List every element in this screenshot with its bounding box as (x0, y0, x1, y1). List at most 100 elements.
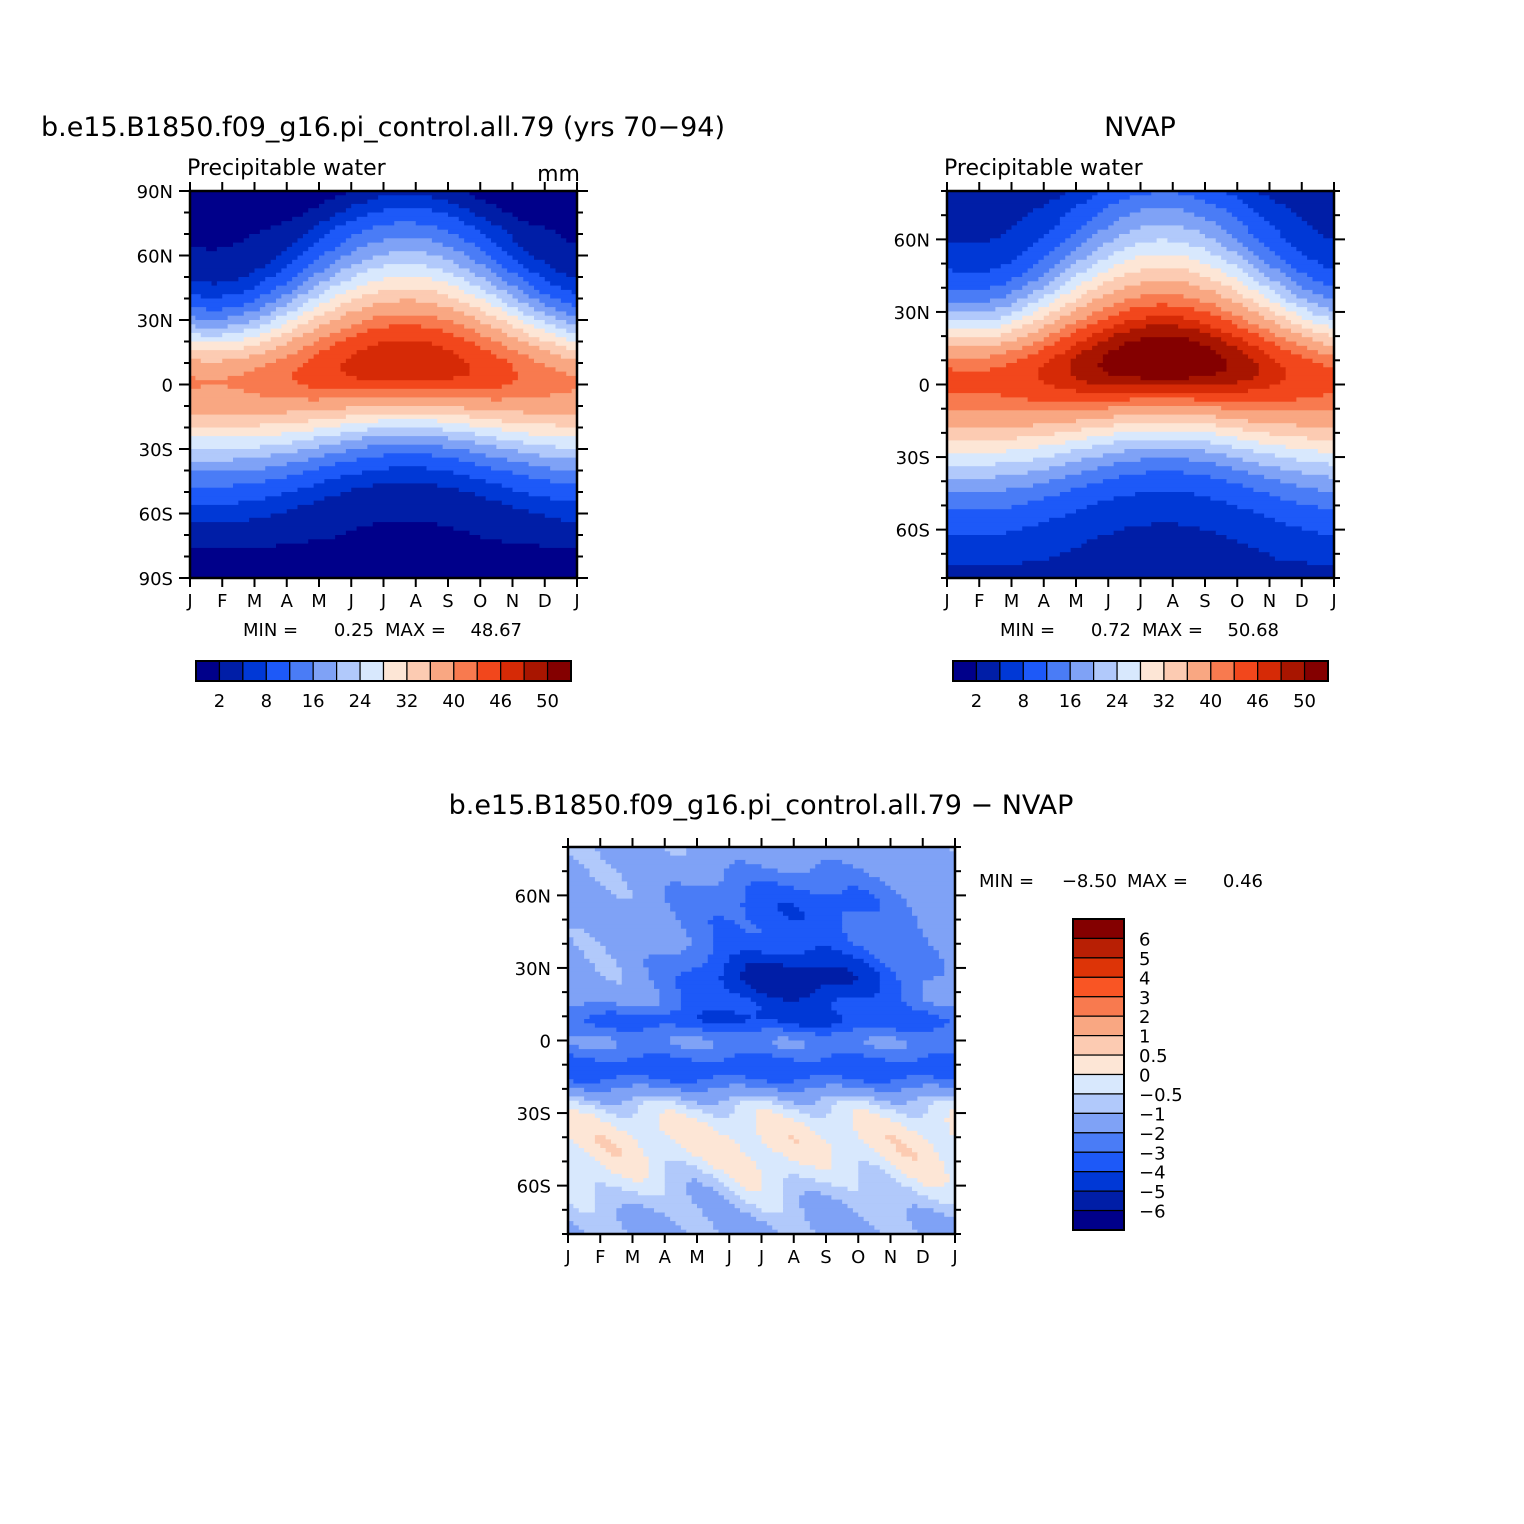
contour-cell (1221, 307, 1249, 312)
contour-cell (1059, 307, 1077, 312)
contour-cell (1296, 281, 1324, 287)
contour-cell (1178, 191, 1228, 196)
contour-cell (555, 444, 578, 450)
contour-cell (686, 1160, 709, 1166)
contour-cell (869, 872, 956, 878)
contour-cell (568, 868, 591, 874)
contour-cell (1027, 354, 1056, 360)
contour-cell (809, 868, 865, 874)
contour-cell (190, 191, 347, 196)
contour-cell (1280, 229, 1319, 235)
contour-cell (1226, 500, 1297, 506)
panel3-min-label: MIN = (979, 871, 1034, 892)
contour-cell (901, 1122, 951, 1128)
contour-cell (539, 298, 562, 304)
contour-cell (276, 255, 299, 261)
contour-cell (675, 1100, 698, 1106)
contour-cell (501, 264, 524, 269)
contour-cell (313, 436, 363, 441)
contour-cell (458, 216, 487, 222)
contour-cell (190, 324, 196, 330)
contour-cell (756, 1216, 806, 1222)
contour-cell (259, 294, 282, 300)
contour-cell (675, 1109, 703, 1115)
contour-cell (826, 1083, 843, 1089)
contour-cell (949, 1019, 956, 1024)
contour-cell (190, 216, 293, 222)
contour-cell (1258, 363, 1281, 368)
contour-cell (491, 268, 508, 274)
contour-cell (464, 311, 487, 317)
contour-cell (1140, 281, 1190, 287)
contour-cell (568, 1148, 585, 1153)
contour-cell (270, 289, 293, 295)
contour-cell (1054, 289, 1072, 295)
contour-cell (313, 285, 331, 291)
contour-cell (190, 255, 277, 261)
contour-cell (793, 1139, 800, 1145)
contour-cell (947, 483, 1034, 489)
contour-cell (297, 380, 514, 386)
contour-cell (297, 367, 342, 373)
x-tick-label: N (1263, 591, 1276, 612)
contour-cell (1006, 229, 1050, 235)
contour-cell (329, 298, 352, 304)
contour-cell (772, 1148, 832, 1153)
contour-cell (990, 354, 1029, 360)
contour-cell (947, 509, 1077, 515)
contour-cell (512, 238, 567, 244)
contour-cell (297, 449, 347, 454)
contour-cell (568, 902, 671, 908)
contour-cell (474, 195, 578, 201)
contour-cell (874, 993, 902, 999)
colorbar-swatch (1072, 1209, 1125, 1231)
contour-cell (388, 466, 428, 472)
contour-cell (783, 1195, 800, 1201)
contour-cell (879, 980, 902, 986)
contour-cell (501, 384, 578, 390)
contour-cell (917, 920, 956, 925)
contour-cell (1285, 259, 1319, 265)
contour-cell (313, 242, 342, 248)
colorbar-swatch (429, 660, 455, 682)
contour-cell (1205, 449, 1254, 454)
contour-cell (190, 547, 578, 553)
contour-cell (1264, 513, 1335, 519)
contour-cell (550, 294, 578, 300)
contour-cell (560, 234, 578, 239)
contour-cell (1296, 311, 1314, 317)
contour-cell (947, 307, 996, 312)
contour-cell (648, 976, 677, 981)
contour-cell (1140, 457, 1190, 463)
contour-cell (1092, 444, 1233, 450)
contour-cell (869, 950, 940, 956)
contour-cell (1140, 337, 1190, 343)
contour-cell (1119, 234, 1206, 239)
contour-cell (1006, 449, 1072, 454)
contour-cell (842, 924, 918, 930)
contour-cell (281, 294, 299, 300)
contour-cell (1178, 324, 1211, 330)
colorbar-label: 16 (302, 691, 325, 712)
contour-cell (302, 470, 363, 476)
contour-cell (464, 251, 487, 257)
contour-cell (568, 1019, 585, 1024)
contour-cell (335, 225, 374, 231)
contour-cell (783, 1208, 806, 1214)
contour-cell (512, 255, 535, 261)
contour-cell (1059, 221, 1088, 226)
contour-cell (858, 976, 881, 981)
contour-cell (879, 902, 908, 908)
contour-cell (947, 492, 1061, 497)
contour-cell (922, 1083, 940, 1089)
contour-cell (611, 1169, 650, 1175)
contour-cell (1038, 277, 1056, 282)
contour-cell (372, 483, 438, 489)
contour-cell (947, 440, 1066, 446)
contour-cell (589, 958, 617, 964)
contour-cell (901, 1169, 945, 1175)
contour-cell (1215, 238, 1238, 244)
contour-cell (190, 470, 304, 476)
colorbar-swatch (1139, 660, 1165, 682)
